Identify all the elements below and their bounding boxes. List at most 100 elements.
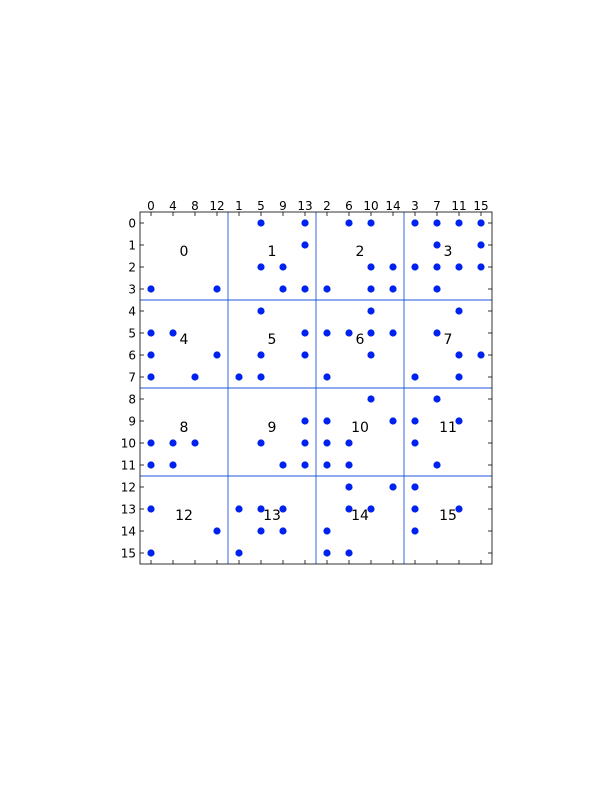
y-tick-label: 14 xyxy=(121,525,136,539)
y-tick-label: 0 xyxy=(128,217,136,231)
data-point xyxy=(147,439,155,447)
block-label: 2 xyxy=(356,244,365,260)
data-point xyxy=(279,263,287,271)
x-tick-label: 12 xyxy=(209,199,224,213)
data-point xyxy=(257,219,265,227)
block-label: 3 xyxy=(444,244,453,260)
data-point xyxy=(257,373,265,381)
data-point xyxy=(147,549,155,557)
data-point xyxy=(477,263,485,271)
block-label: 13 xyxy=(263,508,281,524)
data-point xyxy=(323,285,331,293)
block-label: 4 xyxy=(180,332,189,348)
x-tick-label: 0 xyxy=(147,199,155,213)
block-label: 12 xyxy=(175,508,193,524)
x-tick-label: 6 xyxy=(345,199,353,213)
data-point xyxy=(301,219,309,227)
data-point xyxy=(411,439,419,447)
data-point xyxy=(235,549,243,557)
data-point xyxy=(411,527,419,535)
x-tick-label: 15 xyxy=(473,199,488,213)
data-point xyxy=(389,285,397,293)
y-tick-label: 12 xyxy=(121,481,136,495)
data-point xyxy=(455,263,463,271)
data-point xyxy=(169,439,177,447)
data-point xyxy=(433,395,441,403)
data-point xyxy=(323,417,331,425)
data-point xyxy=(345,461,353,469)
data-point xyxy=(147,329,155,337)
block-label: 6 xyxy=(356,332,365,348)
data-point xyxy=(279,461,287,469)
data-point xyxy=(257,307,265,315)
data-point xyxy=(323,373,331,381)
data-point xyxy=(147,351,155,359)
x-tick-label: 1 xyxy=(235,199,243,213)
block-label: 14 xyxy=(351,508,369,524)
x-tick-label: 11 xyxy=(451,199,466,213)
data-point xyxy=(411,263,419,271)
data-point xyxy=(367,285,375,293)
data-point xyxy=(389,329,397,337)
y-tick-label: 7 xyxy=(128,371,136,385)
data-point xyxy=(191,373,199,381)
y-tick-label: 5 xyxy=(128,327,136,341)
data-point xyxy=(213,527,221,535)
data-point xyxy=(323,527,331,535)
data-point xyxy=(257,505,265,513)
data-point xyxy=(389,417,397,425)
data-point xyxy=(147,373,155,381)
data-point xyxy=(169,461,177,469)
data-point xyxy=(257,527,265,535)
data-point xyxy=(433,241,441,249)
data-point xyxy=(455,219,463,227)
data-point xyxy=(301,329,309,337)
x-tick-label: 7 xyxy=(433,199,441,213)
data-point xyxy=(279,285,287,293)
x-tick-label: 5 xyxy=(257,199,265,213)
data-point xyxy=(257,263,265,271)
data-point xyxy=(323,461,331,469)
block-label: 5 xyxy=(268,332,277,348)
data-point xyxy=(433,461,441,469)
x-tick-label: 10 xyxy=(363,199,378,213)
x-tick-label: 4 xyxy=(169,199,177,213)
data-point xyxy=(433,329,441,337)
data-point xyxy=(477,219,485,227)
data-point xyxy=(301,417,309,425)
data-point xyxy=(169,329,177,337)
y-tick-label: 9 xyxy=(128,415,136,429)
data-point xyxy=(345,549,353,557)
y-tick-label: 15 xyxy=(121,547,136,561)
data-point xyxy=(477,241,485,249)
block-label: 15 xyxy=(439,508,457,524)
x-tick-label: 9 xyxy=(279,199,287,213)
data-point xyxy=(367,219,375,227)
data-point xyxy=(411,219,419,227)
data-point xyxy=(455,417,463,425)
y-tick-label: 11 xyxy=(121,459,136,473)
data-point xyxy=(301,351,309,359)
data-point xyxy=(213,285,221,293)
y-tick-label: 6 xyxy=(128,349,136,363)
data-point xyxy=(345,219,353,227)
data-point xyxy=(279,505,287,513)
data-point xyxy=(433,219,441,227)
data-point xyxy=(411,373,419,381)
data-point xyxy=(213,351,221,359)
x-tick-label: 13 xyxy=(297,199,312,213)
data-point xyxy=(257,351,265,359)
data-point xyxy=(301,285,309,293)
x-tick-labels: 0 4 8 12 1 5 9 13 2 6 10 14 3 7 11 15 xyxy=(147,199,488,213)
x-tick-label: 2 xyxy=(323,199,331,213)
x-tick-label: 14 xyxy=(385,199,400,213)
data-point xyxy=(345,439,353,447)
data-point xyxy=(455,351,463,359)
data-point xyxy=(389,263,397,271)
data-point xyxy=(147,461,155,469)
data-point xyxy=(323,439,331,447)
data-point xyxy=(367,329,375,337)
x-tick-label: 3 xyxy=(411,199,419,213)
